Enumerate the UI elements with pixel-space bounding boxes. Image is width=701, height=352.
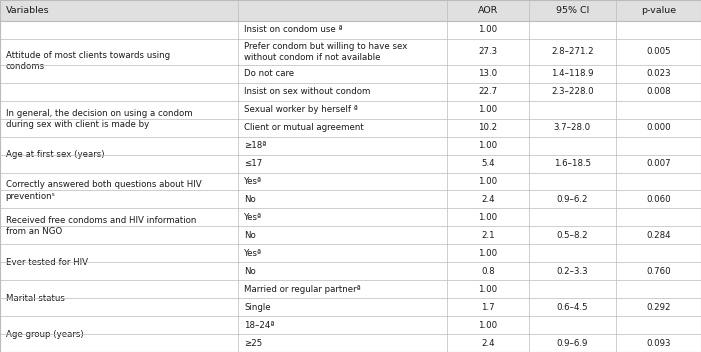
Text: Marital status: Marital status	[6, 294, 64, 303]
Text: Correctly answered both questions about HIV
preventionˢ: Correctly answered both questions about …	[6, 181, 201, 201]
Text: 95% CI: 95% CI	[556, 6, 589, 15]
Text: Married or regular partnerª: Married or regular partnerª	[244, 285, 361, 294]
Text: 1.7: 1.7	[481, 303, 495, 312]
Text: 1.00: 1.00	[478, 105, 498, 114]
Text: 0.6–4.5: 0.6–4.5	[557, 303, 588, 312]
Text: 18–24ª: 18–24ª	[244, 321, 275, 329]
Bar	[0, 316, 701, 334]
Text: 1.00: 1.00	[478, 249, 498, 258]
Text: Do not care: Do not care	[244, 69, 294, 78]
Text: 0.2–3.3: 0.2–3.3	[557, 267, 588, 276]
Bar	[0, 334, 701, 352]
Text: Insist on condom use ª: Insist on condom use ª	[244, 25, 343, 34]
Text: 1.00: 1.00	[478, 321, 498, 329]
Text: Insist on sex without condom: Insist on sex without condom	[244, 87, 370, 96]
Text: ≥18ª: ≥18ª	[244, 141, 266, 150]
Text: 0.000: 0.000	[646, 123, 671, 132]
Text: Variables: Variables	[6, 6, 49, 15]
Text: 0.007: 0.007	[646, 159, 671, 168]
Text: 0.760: 0.760	[646, 267, 671, 276]
Text: 1.00: 1.00	[478, 25, 498, 34]
Bar	[0, 39, 701, 65]
Text: Yesª: Yesª	[244, 249, 262, 258]
Bar	[0, 280, 701, 298]
Text: 1.00: 1.00	[478, 285, 498, 294]
Text: 13.0: 13.0	[478, 69, 498, 78]
Text: 1.6–18.5: 1.6–18.5	[554, 159, 591, 168]
Bar	[0, 298, 701, 316]
Bar	[0, 21, 701, 39]
Text: 0.023: 0.023	[646, 69, 671, 78]
Text: ≤17: ≤17	[244, 159, 262, 168]
Text: 0.060: 0.060	[646, 195, 671, 204]
Text: AOR: AOR	[477, 6, 498, 15]
Text: Sexual worker by herself ª: Sexual worker by herself ª	[244, 105, 358, 114]
Text: 0.292: 0.292	[646, 303, 671, 312]
Bar	[0, 244, 701, 262]
Bar	[0, 0, 701, 21]
Text: 2.4: 2.4	[481, 195, 495, 204]
Text: 1.00: 1.00	[478, 213, 498, 222]
Text: 0.284: 0.284	[646, 231, 671, 240]
Bar	[0, 83, 701, 101]
Text: 1.4–118.9: 1.4–118.9	[551, 69, 594, 78]
Text: 0.5–8.2: 0.5–8.2	[557, 231, 588, 240]
Text: 0.9–6.2: 0.9–6.2	[557, 195, 588, 204]
Text: 2.4: 2.4	[481, 339, 495, 347]
Text: 5.4: 5.4	[481, 159, 495, 168]
Bar	[0, 137, 701, 155]
Text: Yesª: Yesª	[244, 213, 262, 222]
Text: 0.008: 0.008	[646, 87, 671, 96]
Bar	[0, 172, 701, 190]
Text: No: No	[244, 195, 256, 204]
Text: In general, the decision on using a condom
during sex with client is made by: In general, the decision on using a cond…	[6, 109, 192, 129]
Text: ≥25: ≥25	[244, 339, 262, 347]
Bar	[0, 208, 701, 226]
Text: 22.7: 22.7	[478, 87, 498, 96]
Text: 27.3: 27.3	[478, 47, 498, 56]
Text: 1.00: 1.00	[478, 177, 498, 186]
Text: No: No	[244, 231, 256, 240]
Text: No: No	[244, 267, 256, 276]
Text: 0.8: 0.8	[481, 267, 495, 276]
Bar	[0, 262, 701, 280]
Text: 2.1: 2.1	[481, 231, 495, 240]
Text: Age group (years): Age group (years)	[6, 329, 83, 339]
Text: Single: Single	[244, 303, 271, 312]
Text: 0.005: 0.005	[646, 47, 671, 56]
Text: Age at first sex (years): Age at first sex (years)	[6, 150, 104, 159]
Bar	[0, 155, 701, 172]
Text: 1.00: 1.00	[478, 141, 498, 150]
Text: Prefer condom but willing to have sex
without condom if not available: Prefer condom but willing to have sex wi…	[244, 42, 407, 62]
Text: 10.2: 10.2	[478, 123, 498, 132]
Bar	[0, 190, 701, 208]
Text: Client or mutual agreement: Client or mutual agreement	[244, 123, 364, 132]
Text: Ever tested for HIV: Ever tested for HIV	[6, 258, 88, 267]
Text: 0.9–6.9: 0.9–6.9	[557, 339, 588, 347]
Text: 2.3–228.0: 2.3–228.0	[551, 87, 594, 96]
Text: p-value: p-value	[641, 6, 676, 15]
Text: Attitude of most clients towards using
condoms: Attitude of most clients towards using c…	[6, 51, 170, 71]
Text: 2.8–271.2: 2.8–271.2	[551, 47, 594, 56]
Text: Yesª: Yesª	[244, 177, 262, 186]
Text: Received free condoms and HIV information
from an NGO: Received free condoms and HIV informatio…	[6, 216, 196, 237]
Bar	[0, 65, 701, 83]
Bar	[0, 101, 701, 119]
Text: 0.093: 0.093	[646, 339, 671, 347]
Bar	[0, 119, 701, 137]
Text: 3.7–28.0: 3.7–28.0	[554, 123, 591, 132]
Bar	[0, 226, 701, 244]
